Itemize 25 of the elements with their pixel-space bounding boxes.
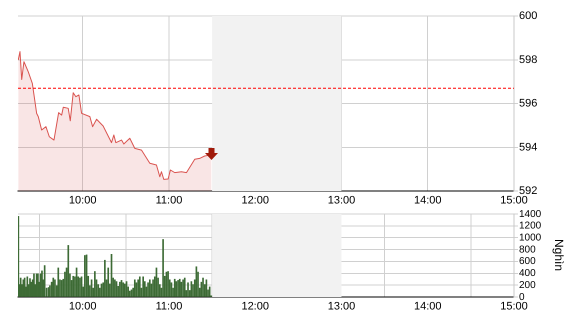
y-tick-label: 600 bbox=[519, 10, 538, 22]
y-tick-label: 800 bbox=[519, 244, 536, 256]
x-tick-label: 12:00 bbox=[241, 300, 269, 313]
x-tick-label: 13:00 bbox=[328, 300, 356, 313]
y-tick-label: 598 bbox=[519, 54, 538, 66]
y-tick-label: 596 bbox=[519, 98, 538, 110]
x-tick-label: 15:00 bbox=[500, 300, 528, 313]
y-tick-label: 594 bbox=[519, 141, 538, 154]
x-tick-label: 10:00 bbox=[68, 300, 96, 313]
y-axis-title: Nghìn bbox=[552, 238, 566, 274]
y-tick-label: 400 bbox=[519, 268, 536, 280]
x-tick-label: 11:00 bbox=[156, 300, 182, 313]
y-tick-label: 200 bbox=[519, 280, 536, 291]
x-tick-label: 10:00 bbox=[68, 194, 96, 207]
y-tick-label: 600 bbox=[519, 256, 536, 268]
y-tick-label: 0 bbox=[519, 292, 525, 303]
x-tick-label: 11:00 bbox=[156, 194, 182, 207]
x-tick-label: 15:00 bbox=[500, 194, 528, 207]
x-tick-label: 14:00 bbox=[414, 300, 442, 313]
x-tick-label: 14:00 bbox=[414, 194, 442, 207]
x-tick-label: 13:00 bbox=[328, 194, 356, 207]
y-tick-label: 1400 bbox=[519, 208, 542, 220]
x-tick-label: 12:00 bbox=[241, 194, 269, 207]
y-tick-label: 1000 bbox=[519, 232, 542, 244]
y-tick-label: 1200 bbox=[519, 220, 542, 232]
